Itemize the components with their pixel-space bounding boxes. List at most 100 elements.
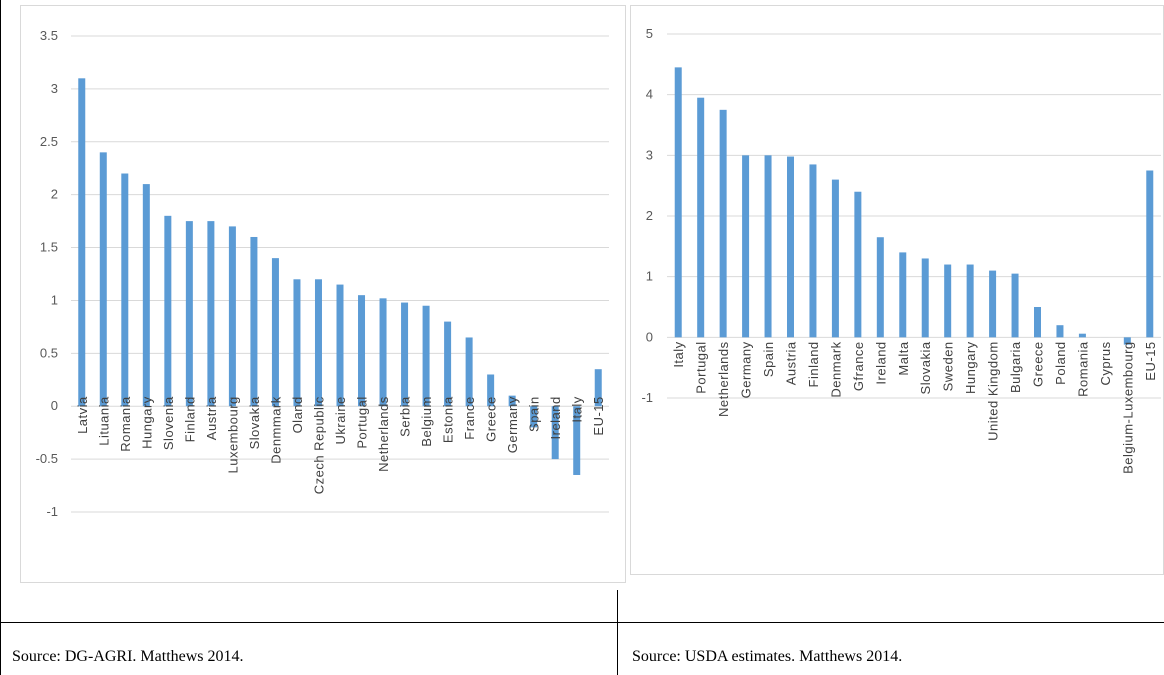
table-divider-vertical [617,590,618,675]
right-category-label: United Kingdom [986,341,1001,441]
left-category-label: Hungary [139,396,154,449]
right-bar [1034,307,1041,338]
right-chart: 5 4 3 2 1 0 -1 Italy Portugal Netherlands Germany S… [641,26,1161,474]
right-category-label: Portugal [694,341,709,393]
left-bar [314,279,322,407]
left-bar [78,78,86,407]
left-y-tick-label: -1 [46,504,58,519]
right-bar [854,191,862,338]
right-bar [989,270,997,338]
left-category-label: Greece [484,396,499,442]
right-y-tick-label: 5 [646,26,653,41]
right-category-label: Ireland [873,341,888,384]
left-bar [401,302,409,407]
right-bar [764,155,772,338]
right-category-label: Malta [896,341,911,376]
right-bar [809,164,817,338]
right-category-label: Denmark [828,341,843,397]
left-source-caption: Source: DG-AGRI. Matthews 2014. [12,648,244,665]
left-category-label: France [462,396,477,439]
left-category-label: Denmmark [268,396,283,464]
left-category-label: Romania [118,396,133,452]
left-category-label: Oland [290,396,305,433]
left-bar [487,374,495,407]
left-bar [508,395,516,407]
right-y-tick-label: 3 [646,147,653,162]
right-bar [944,264,952,338]
right-y-tick-label: -1 [641,390,653,405]
left-category-label: Belgium [419,396,434,446]
right-category-label: Hungary [963,341,978,394]
right-bar [697,97,705,338]
left-bar [99,152,107,407]
right-bar [742,155,750,338]
left-category-label: Ireland [548,396,563,439]
right-y-tick-label: 0 [646,329,653,344]
right-y-tick-label: 4 [646,87,653,102]
right-category-label: Cyprus [1098,341,1113,385]
left-chart-panel: 3.5 3 2.5 2 1.5 1 0.5 0 -0.5 -1 Latvia Lituania Roma… [20,5,626,583]
left-category-label: Serbia [398,396,413,437]
right-category-label: Austria [784,341,799,385]
left-category-label: Netherlands [376,396,391,472]
left-y-tick-label: 2 [51,187,58,202]
left-bar [207,221,215,407]
left-bar [422,305,430,407]
right-category-label: Greece [1031,341,1046,387]
right-y-tick-label: 2 [646,208,653,223]
right-bar [1056,325,1064,338]
right-category-label: Gfrance [851,341,866,391]
left-category-label: Germany [505,396,520,453]
right-bar [674,67,682,338]
left-category-label: Slovenia [161,396,176,450]
right-category-label: Bulgaria [1008,341,1023,393]
left-y-tick-label: 0 [51,398,58,413]
left-y-tick-label: 1.5 [40,240,58,255]
left-category-label: Spain [527,396,542,432]
left-y-tick-label: 2.5 [40,134,58,149]
left-category-label: Portugal [355,396,370,448]
right-category-label: Italy [671,341,686,367]
left-category-label: Slovakia [247,396,262,449]
left-category-label: Italy [570,396,585,422]
table-divider-horizontal [0,622,1164,623]
right-category-label: Sweden [941,341,956,391]
right-bar [1011,273,1019,338]
left-y-tick-label: 0.5 [40,345,58,360]
right-category-label: Poland [1053,341,1068,384]
right-bar [876,237,884,338]
left-bar [594,369,602,407]
left-bar [336,284,344,407]
right-bar [1123,337,1131,345]
left-category-label: Luxembourg [225,396,240,473]
right-y-tick-label: 1 [646,269,653,284]
right-category-label: Belgium-Luxembourg [1120,341,1135,474]
left-bar [530,406,538,428]
left-bar [379,298,387,407]
left-y-tick-label: -0.5 [36,451,58,466]
left-bar [444,321,452,407]
right-bar [787,156,794,338]
left-bar [573,406,581,475]
left-y-tick-label: 1 [51,292,58,307]
right-bar [831,179,839,338]
left-category-label: Austria [204,396,219,440]
right-bar [719,109,727,338]
left-chart: 3.5 3 2.5 2 1.5 1 0.5 0 -0.5 -1 Latvia Lituania Roma… [36,28,609,519]
left-bar [551,406,559,460]
left-bar [228,226,236,407]
left-y-tick-label: 3 [51,81,58,96]
right-category-label: Slovakia [918,341,933,394]
right-category-label: Finland [806,341,821,387]
left-category-label: Lituania [96,396,111,446]
right-source-caption: Source: USDA estimates. Matthews 2014. [632,648,903,665]
left-category-label: Estonia [441,396,456,443]
left-y-tick-label: 3.5 [40,28,58,43]
right-bar [966,264,974,338]
right-bar [1146,170,1154,338]
left-category-label: Latvia [75,396,90,434]
left-bar [358,295,366,407]
left-bar [293,279,301,407]
left-category-label: Finland [182,396,197,442]
